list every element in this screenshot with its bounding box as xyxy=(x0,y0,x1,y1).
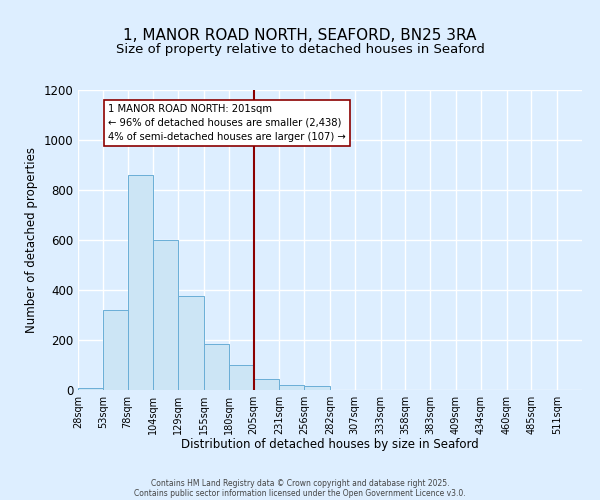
Y-axis label: Number of detached properties: Number of detached properties xyxy=(25,147,38,333)
Bar xyxy=(229,365,254,390)
Text: Contains public sector information licensed under the Open Government Licence v3: Contains public sector information licen… xyxy=(134,488,466,498)
Bar xyxy=(280,385,304,390)
Text: 1, MANOR ROAD NORTH, SEAFORD, BN25 3RA: 1, MANOR ROAD NORTH, SEAFORD, BN25 3RA xyxy=(124,28,476,42)
Bar xyxy=(178,296,204,390)
Text: 1 MANOR ROAD NORTH: 201sqm
← 96% of detached houses are smaller (2,438)
4% of se: 1 MANOR ROAD NORTH: 201sqm ← 96% of deta… xyxy=(108,104,346,142)
Text: Size of property relative to detached houses in Seaford: Size of property relative to detached ho… xyxy=(116,42,484,56)
Bar xyxy=(204,344,229,390)
Bar xyxy=(128,175,154,390)
Bar xyxy=(304,386,330,390)
X-axis label: Distribution of detached houses by size in Seaford: Distribution of detached houses by size … xyxy=(181,438,479,452)
Bar xyxy=(254,379,280,390)
Bar xyxy=(78,388,103,390)
Text: Contains HM Land Registry data © Crown copyright and database right 2025.: Contains HM Land Registry data © Crown c… xyxy=(151,478,449,488)
Bar xyxy=(103,310,128,390)
Bar xyxy=(154,240,178,390)
